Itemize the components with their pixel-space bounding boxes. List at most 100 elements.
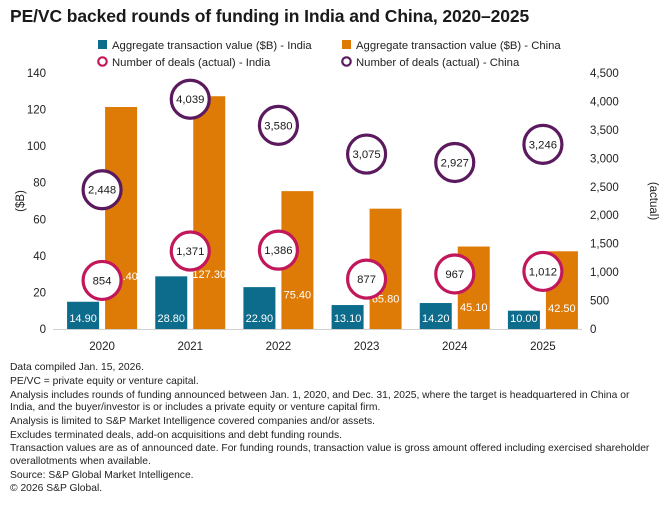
x-tick-label: 2021 <box>177 341 203 353</box>
legend-label: Aggregate transaction value ($B) - India <box>112 40 312 52</box>
marker-circle <box>257 229 300 271</box>
legend-swatch <box>342 40 351 49</box>
legend-label: Aggregate transaction value ($B) - China <box>356 40 561 52</box>
bar-label-china: 127.30 <box>192 269 226 281</box>
marker-china-2020: 2,448 <box>81 169 123 211</box>
marker-label: 1,371 <box>176 246 204 258</box>
legend-label: Number of deals (actual) - India <box>112 57 271 69</box>
chart-canvas: Aggregate transaction value ($B) - India… <box>15 40 659 353</box>
marker-label: 4,039 <box>176 94 204 106</box>
marker-label: 3,580 <box>264 120 292 132</box>
right-tick-label: 2,500 <box>590 182 619 194</box>
x-tick-label: 2025 <box>530 341 556 353</box>
footnote-7: Source: S&P Global Market Intelligence. <box>10 469 194 481</box>
bar-india-2022 <box>243 287 276 329</box>
marker-china-2022: 3,580 <box>257 104 300 146</box>
marker-label: 1,386 <box>264 245 292 257</box>
marker-label: 967 <box>445 269 464 281</box>
right-axis-label: (actual) <box>647 182 659 221</box>
marker-circle <box>169 78 211 120</box>
markers: 854 2,448 1,371 4,039 1,386 3,580 877 3,075 967 2… <box>81 78 564 302</box>
marker-circle <box>434 253 476 295</box>
marker-circle <box>81 259 123 302</box>
footnote-1: Data compiled Jan. 15, 2026. <box>10 362 144 373</box>
bar-label-india: 22.90 <box>246 313 274 325</box>
bar-china-2021 <box>193 96 226 329</box>
marker-circle <box>81 169 123 211</box>
left-tick-label: 140 <box>27 68 46 80</box>
footnote-6: Transaction values are as of announced d… <box>10 443 650 467</box>
marker-india-2024: 967 <box>434 253 476 295</box>
marker-india-2023: 877 <box>345 258 388 300</box>
footnote-4: Analysis is limited to S&P Market Intell… <box>10 415 375 427</box>
right-tick-label: 2,000 <box>590 210 619 222</box>
bar-india-2021 <box>155 276 188 329</box>
marker-india-2025: 1,012 <box>522 250 564 293</box>
left-tick-label: 0 <box>40 324 46 336</box>
left-tick-label: 80 <box>33 178 46 190</box>
left-tick-label: 60 <box>33 214 46 226</box>
right-tick-label: 1,500 <box>590 239 619 251</box>
marker-label: 3,075 <box>352 149 380 161</box>
left-tick-label: 100 <box>27 141 46 153</box>
bar-india-2024 <box>419 303 452 329</box>
legend-entry-3: Number of deals (actual) - India <box>97 56 271 69</box>
footnote-3: Analysis includes rounds of funding anno… <box>10 389 630 413</box>
bar-india-2025 <box>507 310 540 329</box>
legend: Aggregate transaction value ($B) - India… <box>97 40 561 69</box>
bar-india-2023 <box>331 305 364 329</box>
legend-entry-1: Aggregate transaction value ($B) - India <box>98 40 312 52</box>
legend-label: Number of deals (actual) - China <box>356 57 520 69</box>
bar-label-china: 65.80 <box>372 294 400 306</box>
marker-india-2022: 1,386 <box>257 229 300 271</box>
legend-entry-2: Aggregate transaction value ($B) - China <box>342 40 561 52</box>
marker-label: 2,927 <box>441 157 469 169</box>
left-tick-label: 120 <box>27 105 46 117</box>
footnote-8: © 2026 S&P Global. <box>10 483 103 495</box>
bar-label-china: 45.10 <box>460 302 488 314</box>
right-tick-label: 1,000 <box>590 267 619 279</box>
axes: 0 20 40 60 80 100 120 140 0 500 1,000 1,500 2,000 2,5… <box>15 68 659 353</box>
right-tick-label: 4,000 <box>590 96 619 108</box>
marker-circle <box>345 133 388 175</box>
marker-circle <box>522 250 564 293</box>
footnotes: Data compiled Jan. 15, 2026. PE/VC = priv… <box>10 362 655 497</box>
bar-label-india: 14.90 <box>69 313 97 325</box>
legend-swatch <box>98 40 107 49</box>
marker-label: 877 <box>357 274 376 286</box>
legend-marker <box>97 56 108 67</box>
left-tick-label: 20 <box>33 287 46 299</box>
chart-title: PE/VC backed rounds of funding in India … <box>10 6 530 26</box>
bar-label-india: 10.00 <box>510 313 538 325</box>
marker-circle <box>345 258 388 300</box>
left-tick-label: 40 <box>33 251 46 263</box>
legend-entry-4: Number of deals (actual) - China <box>341 56 520 69</box>
marker-circle <box>169 230 211 272</box>
right-tick-label: 500 <box>590 296 609 308</box>
bar-india-2020 <box>67 301 100 329</box>
marker-india-2021: 1,371 <box>169 230 211 272</box>
bar-label-india: 14.20 <box>422 313 450 325</box>
footnote-2: PE/VC = private equity or venture capita… <box>10 375 199 387</box>
bar-label-china: 42.50 <box>548 303 576 315</box>
x-tick-label: 2023 <box>354 341 380 353</box>
marker-label: 854 <box>93 275 112 287</box>
x-tick-label: 2020 <box>89 341 115 353</box>
marker-label: 1,012 <box>529 266 557 278</box>
x-tick-label: 2024 <box>442 341 468 353</box>
bars: 14.90121.4028.80127.3022.9075.4013.1065.… <box>67 96 578 329</box>
marker-label: 3,246 <box>529 139 557 151</box>
marker-circle <box>434 141 476 184</box>
marker-china-2021: 4,039 <box>169 78 211 120</box>
legend-marker <box>341 56 352 67</box>
right-tick-label: 3,500 <box>590 125 619 137</box>
bar-label-india: 13.10 <box>334 313 362 325</box>
right-tick-label: 3,000 <box>590 153 619 165</box>
left-axis-label: ($B) <box>15 190 27 212</box>
bar-label-china: 75.40 <box>284 290 312 302</box>
marker-circle <box>522 123 564 165</box>
footnote-5: Excludes terminated deals, add-on acquis… <box>10 429 343 441</box>
marker-china-2024: 2,927 <box>434 141 476 184</box>
right-tick-label: 4,500 <box>590 68 619 80</box>
bar-label-india: 28.80 <box>157 313 185 325</box>
